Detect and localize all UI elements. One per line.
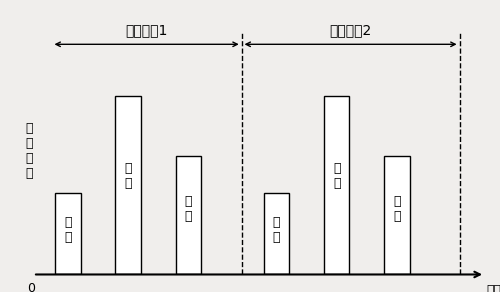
Bar: [384, 156, 409, 274]
Text: 脉冲周期2: 脉冲周期2: [330, 23, 372, 37]
Bar: [176, 156, 201, 274]
Text: 激
光
功
率: 激 光 功 率: [26, 122, 33, 180]
Text: 预
热: 预 热: [64, 215, 72, 244]
Text: 后
热: 后 热: [184, 195, 192, 223]
Text: 后
热: 后 热: [393, 195, 400, 223]
Bar: [55, 193, 80, 274]
Text: 焊
接: 焊 接: [333, 162, 340, 190]
Text: 脉冲周期1: 脉冲周期1: [126, 23, 168, 37]
Text: 时间: 时间: [486, 284, 500, 292]
Text: 焊
接: 焊 接: [124, 162, 132, 190]
Bar: [264, 193, 289, 274]
Bar: [116, 96, 141, 274]
Text: 0: 0: [28, 282, 36, 292]
Text: 预
热: 预 热: [272, 215, 280, 244]
Bar: [324, 96, 349, 274]
